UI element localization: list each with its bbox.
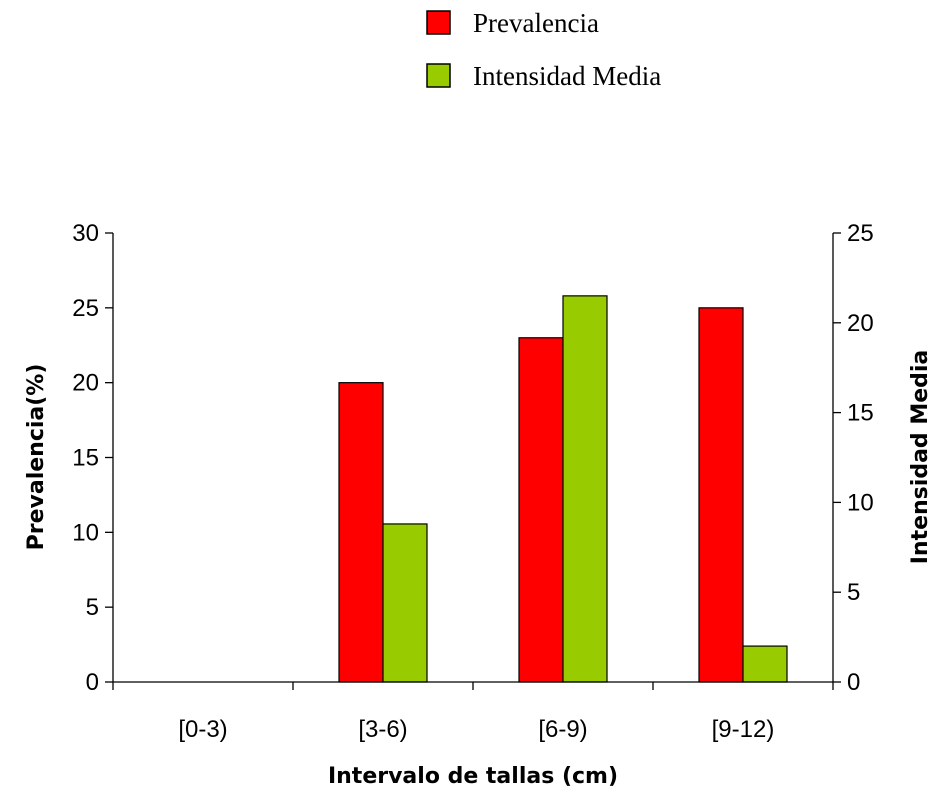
y-tick-label: 5 <box>86 594 99 621</box>
y2-tick-label: 20 <box>847 310 874 337</box>
bar-prevalencia-3 <box>518 337 564 683</box>
y2-tick-label: 0 <box>847 669 860 696</box>
bar-intensidad-media-3 <box>562 295 608 683</box>
y-tick-label: 30 <box>72 220 99 247</box>
x-tick-label: [9-12) <box>712 716 775 743</box>
legend-swatch-prevalencia <box>426 10 451 35</box>
legend-label-intensidad-media: Intensidad Media <box>473 61 661 91</box>
x-tick-label: [6-9) <box>538 716 587 743</box>
x-axis-title: Intervalo de tallas (cm) <box>328 764 618 789</box>
x-tick-label: [3-6) <box>358 716 407 743</box>
legend-label-prevalencia: Prevalencia <box>473 8 599 38</box>
bar-prevalencia-4 <box>698 307 744 683</box>
y-tick-label: 0 <box>86 669 99 696</box>
x-tick-label: [0-3) <box>178 716 227 743</box>
y2-axis-title: Intensidad Media <box>908 350 933 565</box>
y2-tick-label: 25 <box>847 220 874 247</box>
bars-group <box>338 295 788 683</box>
y-tick-label: 20 <box>72 370 99 397</box>
y-tick-label: 25 <box>72 295 99 322</box>
bar-intensidad-media-4 <box>742 645 788 683</box>
bar-prevalencia-2 <box>338 382 384 683</box>
axes-group: 0 5 10 15 20 25 30 0 5 10 15 20 25 [0-3) [3-6) [6-9) [9-… <box>72 220 873 743</box>
bar-intensidad-media-2 <box>382 523 428 683</box>
y2-tick-label: 5 <box>847 579 860 606</box>
y-axis-title: Prevalencia(%) <box>24 364 49 551</box>
legend-swatch-intensidad-media <box>426 63 451 88</box>
y-tick-label: 15 <box>72 445 99 472</box>
y2-tick-label: 10 <box>847 489 874 516</box>
y2-tick-label: 15 <box>847 400 874 427</box>
legend: Prevalencia Intensidad Media <box>426 8 661 91</box>
y-tick-label: 10 <box>72 519 99 546</box>
